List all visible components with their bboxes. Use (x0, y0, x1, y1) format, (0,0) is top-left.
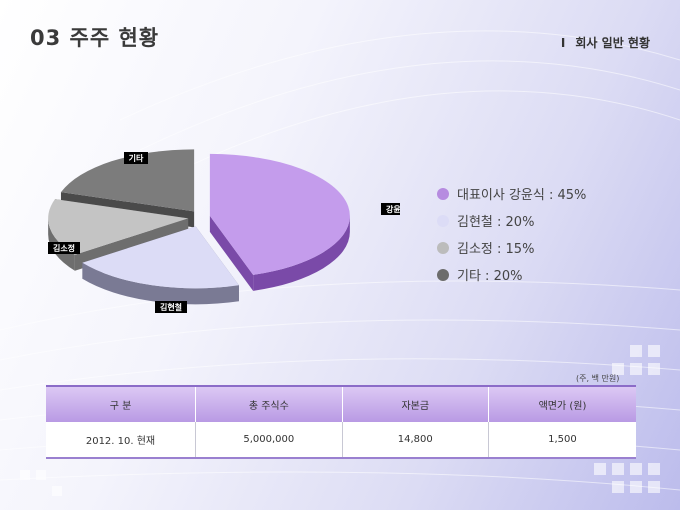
legend-label: 대표이사 강윤식 : 45% (457, 188, 587, 203)
legend-item: 기타 : 20% (437, 261, 586, 288)
legend-label: 기타 : 20% (457, 269, 523, 284)
column-header: 구 분 (46, 385, 196, 422)
slice-label: 김소정 (53, 243, 75, 253)
shareholding-table: 구 분 총 주식수 자본금 액면가 (원) 2012. 10. 현재 5,000… (46, 385, 636, 459)
legend-dot-icon (437, 268, 449, 281)
slice-label-bg (381, 203, 400, 215)
slice-label: 김현철 (160, 302, 182, 312)
legend-dot-icon (437, 214, 449, 227)
legend-item: 김소정 : 15% (437, 234, 586, 261)
column-header: 액면가 (원) (488, 385, 636, 422)
legend-dot-icon (437, 187, 449, 200)
legend-label: 김소정 : 15% (457, 242, 535, 257)
legend-label: 김현철 : 20% (457, 215, 535, 230)
unit-note: (주, 백 만원) (576, 374, 620, 383)
pie-slice-1 (209, 153, 350, 291)
table-row: 2012. 10. 현재 5,000,000 14,800 1,500 (46, 422, 636, 459)
legend-item: 김현철 : 20% (437, 207, 586, 234)
pie-slice-side (48, 218, 75, 271)
shareholder-pie-chart: 강윤식김현철 김소정 기타 (48, 149, 400, 313)
table-cell: 1,500 (488, 422, 636, 459)
slice-label: 기타 (129, 153, 144, 163)
section-number: I (560, 36, 566, 50)
chart-legend: 대표이사 강윤식 : 45% 김현철 : 20% 김소정 : 15% 기타 : … (437, 180, 586, 288)
pie-slice-top (209, 153, 350, 275)
table-cell: 5,000,000 (195, 422, 343, 459)
page-title: 03 주주 현황 (30, 26, 160, 50)
pie-slice-top (48, 199, 189, 255)
column-header: 자본금 (342, 385, 489, 422)
table-cell: 14,800 (342, 422, 489, 459)
table-header-row: 구 분 총 주식수 자본금 액면가 (원) (46, 385, 636, 422)
table-cell: 2012. 10. 현재 (46, 422, 196, 459)
section-label: 회사 일반 현황 (575, 36, 650, 50)
pie-slice-side (253, 215, 350, 291)
pie-slice-face (209, 215, 254, 291)
pie-slice-top (82, 226, 239, 289)
legend-dot-icon (437, 241, 449, 254)
slice-label-bg (155, 301, 187, 313)
legend-item: 대표이사 강윤식 : 45% (437, 180, 586, 207)
pie-slice-top (60, 149, 195, 212)
slice-label-bg (124, 152, 148, 164)
pie-slice-2 (82, 226, 239, 305)
pie-slice-side (82, 262, 239, 305)
column-header: 총 주식수 (195, 385, 343, 422)
slice-label: 강윤식 (386, 204, 400, 214)
section-header: I 회사 일반 현황 (561, 34, 650, 51)
slice-label-bg (48, 242, 80, 254)
